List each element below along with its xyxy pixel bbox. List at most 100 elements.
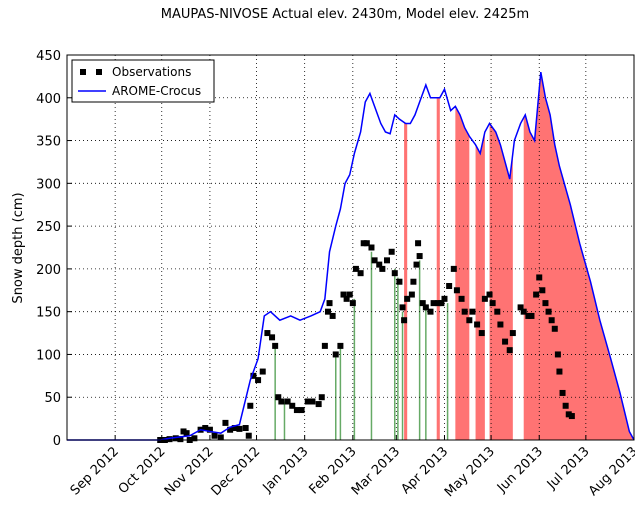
y-tick-label: 50 [44,391,61,406]
observation-point [255,377,262,384]
x-tick-label: Jul 2013 [544,444,593,493]
observation-point [304,398,311,405]
observation-point [520,308,527,315]
observation-point [264,330,271,337]
observation-point [391,270,398,277]
observation-point [324,308,331,315]
observation-point [427,308,434,315]
observation-point [289,402,296,409]
flag-band [475,72,485,440]
x-tick-label: Oct 2012 [116,444,169,497]
observation-point [269,334,276,341]
observation-point [539,287,546,294]
observation-point [275,394,282,401]
observation-point [371,257,378,264]
y-tick-label: 450 [36,49,61,64]
observation-point [183,430,190,437]
observation-point [413,261,420,268]
y-tick-label: 300 [36,177,61,192]
observation-point [284,398,291,405]
observation-point [202,425,209,432]
observation-point [180,428,187,435]
observation-point [349,300,356,307]
observation-point [533,291,540,298]
observation-point [166,436,173,443]
observation-point [545,308,552,315]
observation-point [357,270,364,277]
observation-point [388,248,395,255]
observation-point [379,265,386,272]
y-tick-label: 250 [36,220,61,235]
observation-point [236,425,243,432]
observation-point [536,274,543,281]
legend-label: Observations [112,65,191,79]
observation-point [494,308,501,315]
observation-point [410,278,417,285]
observation-point [419,300,426,307]
x-tick-label: Sep 2012 [68,444,122,498]
observation-point [568,413,575,420]
observation-point [486,291,493,298]
observation-point [298,407,305,414]
observation-point [548,317,555,324]
observation-point [352,265,359,272]
observation-point [481,295,488,302]
model-line [67,71,635,441]
flag-band [489,72,513,440]
observation-point [509,330,516,337]
observation-point [259,368,266,375]
observation-point [399,304,406,311]
observation-point [315,401,322,408]
observation-point [337,342,344,349]
observation-point [211,432,218,439]
observation-point [528,312,535,319]
observation-point [343,295,350,302]
observation-point [177,436,184,443]
observation-point [556,368,563,375]
legend-label: AROME-Crocus [112,84,201,98]
flag-band [404,72,408,440]
x-tick-label: Nov 2012 [162,444,217,499]
observation-point [554,351,561,358]
legend-box [71,59,215,103]
observation-point [474,321,481,328]
observation-point [346,291,353,298]
observation-point [227,426,234,433]
observation-point [191,435,198,442]
observation-point [272,342,279,349]
observation-point [217,434,224,441]
observation-point [326,300,333,307]
observation-point [469,308,476,315]
y-tick-label: 100 [36,348,61,363]
observation-point [430,300,437,307]
y-tick-label: 150 [36,306,61,321]
observation-point [506,347,513,354]
observation-point [450,265,457,272]
y-tick-label: 400 [36,92,61,107]
observation-point [453,287,460,294]
observation-point [489,300,496,307]
observation-point [384,257,391,264]
observation-point [293,407,300,414]
observation-point [404,295,411,302]
chart-title: MAUPAS-NIVOSE Actual elev. 2430m, Model … [161,7,529,22]
observation-point [438,300,445,307]
x-tick-label: Dec 2012 [209,444,264,499]
x-tick-label: Jan 2013 [260,444,312,496]
observation-point [542,300,549,307]
observation-point [363,240,370,247]
x-tick-label: May 2013 [442,444,498,500]
observation-point [245,432,252,439]
y-tick-label: 0 [53,434,61,449]
observation-point [446,283,453,289]
observation-point [565,411,572,418]
observation-point [332,351,339,358]
observation-point [309,398,316,405]
observation-point [250,372,257,379]
observation-point [231,425,238,432]
observation-point [396,278,403,285]
observation-point [329,312,336,319]
observation-point [497,321,504,328]
observation-point [368,244,375,251]
